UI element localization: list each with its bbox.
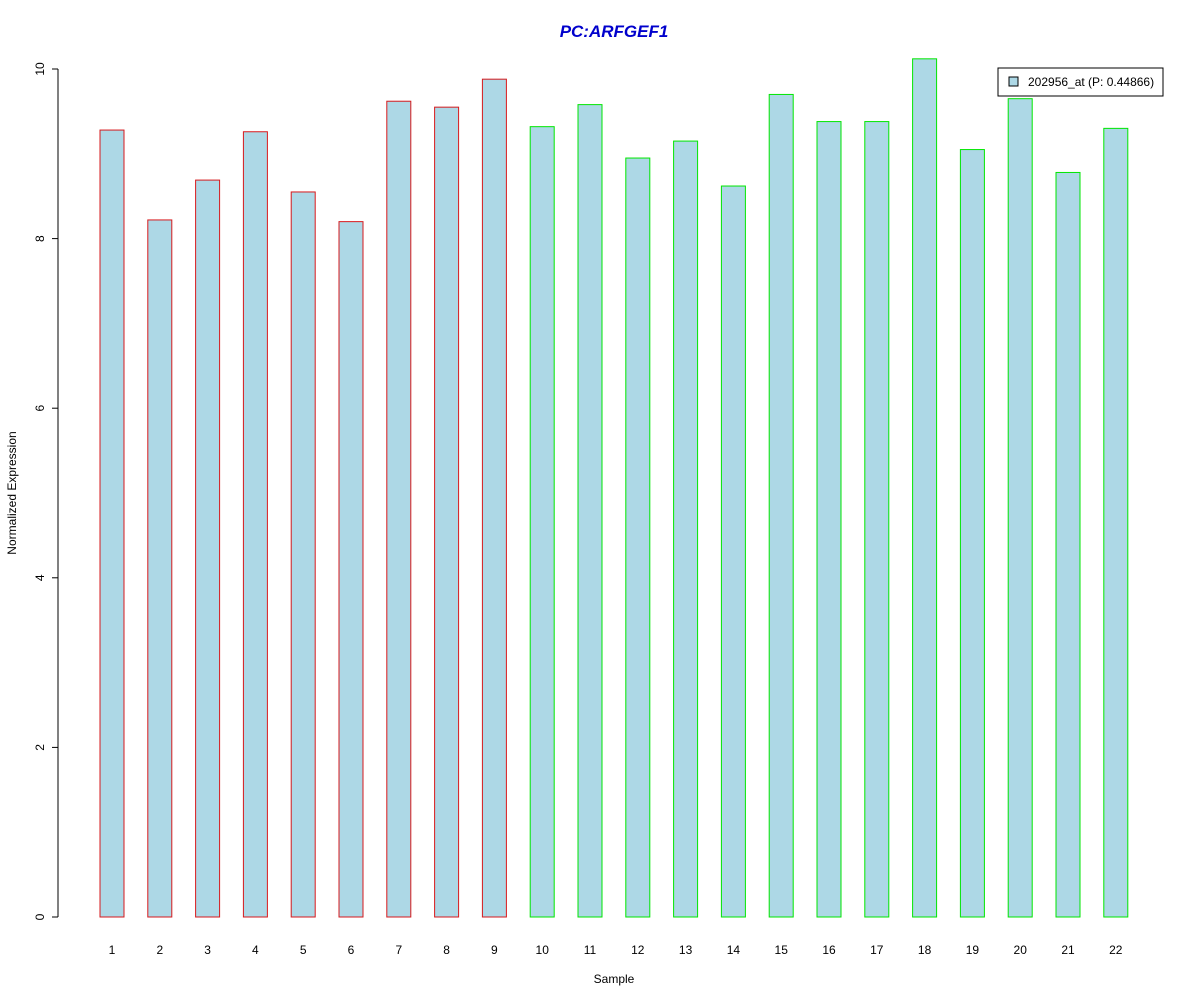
x-tick-label: 4 <box>252 943 259 957</box>
x-tick-label: 16 <box>822 943 836 957</box>
x-tick-label: 8 <box>443 943 450 957</box>
legend-box <box>997 67 1164 97</box>
x-tick-label: 18 <box>918 943 932 957</box>
bar <box>1103 127 1129 918</box>
x-tick-label: 7 <box>395 943 402 957</box>
x-tick-label: 1 <box>109 943 116 957</box>
bar <box>529 126 555 918</box>
bar <box>768 93 794 918</box>
x-tick-label: 20 <box>1014 943 1028 957</box>
y-tick-label: 0 <box>33 913 47 920</box>
bar <box>195 179 221 918</box>
y-tick-label: 10 <box>33 62 47 76</box>
y-axis-label: Normalized Expression <box>5 431 19 554</box>
bar <box>673 140 699 918</box>
legend: 202956_at (P: 0.44866) <box>997 67 1164 97</box>
bars <box>99 58 1129 918</box>
x-tick-label: 17 <box>870 943 884 957</box>
x-tick-label: 14 <box>727 943 741 957</box>
y-tick-label: 8 <box>33 235 47 242</box>
bar <box>625 157 651 918</box>
y-tick-label: 6 <box>33 405 47 412</box>
y-axis: 0 2 4 6 8 10 <box>33 62 59 920</box>
legend-swatch <box>1008 76 1019 87</box>
bar <box>434 106 460 918</box>
legend-entry-label: 202956_at (P: 0.44866) <box>1028 75 1154 89</box>
bar <box>386 100 412 918</box>
bar <box>481 78 507 918</box>
x-tick-label: 2 <box>156 943 163 957</box>
y-tick-label: 4 <box>33 574 47 581</box>
x-tick-labels: 1 2 3 4 5 6 7 8 9 10 11 12 13 14 15 16 17 18 19 20 21 22 <box>109 943 1123 957</box>
x-tick-label: 13 <box>679 943 693 957</box>
x-tick-label: 3 <box>204 943 211 957</box>
x-tick-label: 12 <box>631 943 645 957</box>
x-tick-label: 21 <box>1061 943 1075 957</box>
bar <box>912 58 938 918</box>
x-tick-label: 19 <box>966 943 980 957</box>
x-tick-label: 5 <box>300 943 307 957</box>
y-tick-label: 2 <box>33 744 47 751</box>
x-tick-label: 22 <box>1109 943 1123 957</box>
bar <box>147 219 173 918</box>
bar <box>720 185 746 918</box>
bar <box>290 191 316 918</box>
bar <box>959 149 985 918</box>
x-tick-label: 9 <box>491 943 498 957</box>
bar <box>1055 171 1081 918</box>
bar <box>1007 98 1033 918</box>
bar <box>864 121 890 918</box>
bar <box>242 131 268 918</box>
x-tick-label: 15 <box>775 943 789 957</box>
bar <box>577 104 603 918</box>
bar <box>338 221 364 918</box>
x-axis-label: Sample <box>594 972 635 986</box>
x-tick-label: 6 <box>348 943 355 957</box>
bar <box>99 129 125 918</box>
bar <box>816 121 842 918</box>
x-tick-label: 10 <box>536 943 550 957</box>
x-tick-label: 11 <box>584 943 597 957</box>
chart-title: PC:ARFGEF1 <box>560 22 669 41</box>
